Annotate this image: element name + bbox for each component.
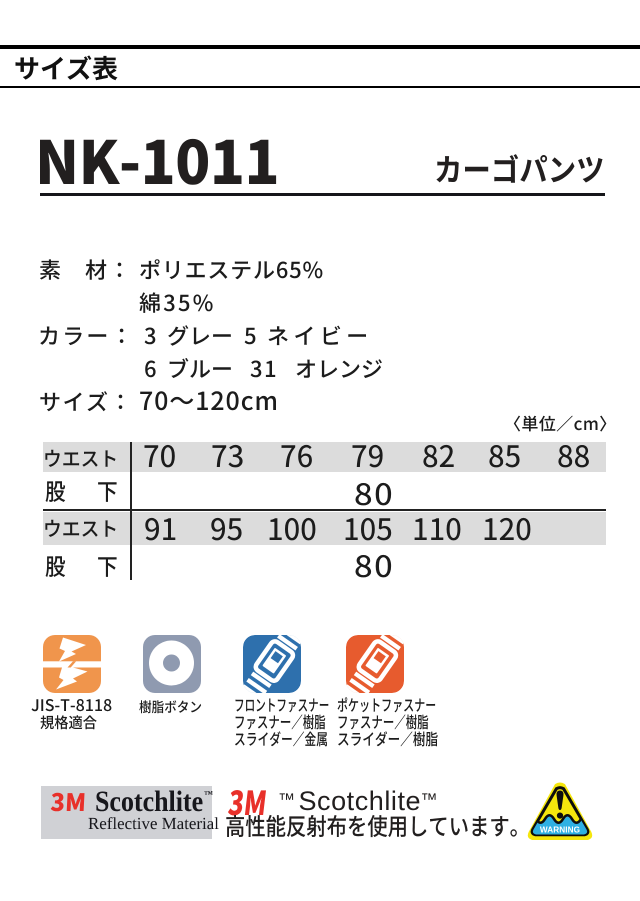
svg-text:WARNING: WARNING: [540, 826, 580, 835]
